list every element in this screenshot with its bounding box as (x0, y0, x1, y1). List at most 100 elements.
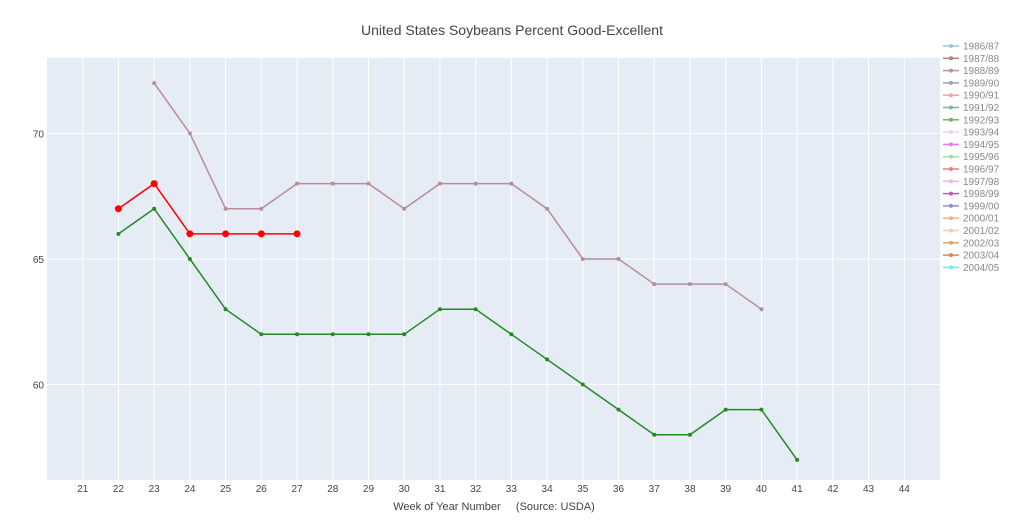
data-point (652, 282, 657, 287)
legend-marker-swatch (949, 142, 953, 147)
legend-marker-swatch (949, 253, 953, 258)
x-tick-label: 36 (613, 484, 625, 495)
data-point (330, 332, 335, 337)
legend-item[interactable]: 1998/99 (943, 189, 1000, 200)
x-tick-label: 33 (506, 484, 518, 495)
data-point (402, 332, 407, 337)
data-point (293, 230, 301, 238)
data-point (152, 206, 157, 211)
legend-item[interactable]: 1990/91 (943, 91, 1000, 102)
legend-marker-swatch (949, 216, 953, 221)
data-point (759, 407, 764, 412)
legend-item[interactable]: 1988/89 (943, 66, 1000, 77)
data-point (616, 256, 621, 261)
legend-item[interactable]: 1991/92 (943, 103, 1000, 114)
legend-marker-swatch (949, 93, 953, 98)
data-point (257, 230, 265, 238)
data-point (545, 357, 550, 362)
legend-label: 2004/05 (963, 263, 1000, 274)
x-tick-label: 40 (756, 484, 768, 495)
legend-item[interactable]: 1989/90 (943, 78, 1000, 89)
legend-label: 1991/92 (963, 103, 1000, 114)
legend-item[interactable]: 1997/98 (943, 177, 1000, 188)
legend-item[interactable]: 2001/02 (943, 226, 1000, 237)
data-point (152, 81, 157, 86)
data-point (652, 432, 657, 437)
legend-label: 1994/95 (963, 140, 1000, 151)
data-point (437, 181, 442, 186)
legend-item[interactable]: 1996/97 (943, 165, 1000, 176)
data-point (187, 131, 192, 136)
series-2 (116, 206, 800, 462)
data-point (723, 282, 728, 287)
data-point (759, 307, 764, 312)
legend-marker-swatch (949, 68, 953, 73)
x-tick-label: 41 (792, 484, 804, 495)
legend-item[interactable]: 1987/88 (943, 54, 1000, 65)
legend-item[interactable]: 2000/01 (943, 214, 1000, 225)
legend-marker-swatch (949, 265, 953, 270)
data-point (150, 180, 158, 188)
data-point (795, 457, 800, 462)
data-point (330, 181, 335, 186)
data-point (580, 382, 585, 387)
data-point (437, 307, 442, 312)
legend-item[interactable]: 1994/95 (943, 140, 1000, 151)
x-tick-label: 24 (184, 484, 196, 495)
legend-label: 1995/96 (963, 152, 1000, 163)
x-tick-label: 29 (363, 484, 375, 495)
data-point (114, 205, 122, 213)
x-tick-label: 26 (256, 484, 268, 495)
data-point (687, 282, 692, 287)
legend-item[interactable]: 2004/05 (943, 263, 1000, 274)
legend-label: 2000/01 (963, 214, 1000, 225)
series-3 (114, 180, 301, 238)
legend-label: 1986/87 (963, 42, 1000, 53)
legend-marker-swatch (949, 191, 953, 196)
legend-label: 2003/04 (963, 251, 1000, 262)
x-tick-label: 38 (684, 484, 696, 495)
series-line (153, 82, 762, 310)
legend-marker-swatch (949, 179, 953, 184)
chart-title: United States Soybeans Percent Good-Exce… (361, 22, 663, 38)
legend-marker-swatch (949, 240, 953, 245)
legend-item[interactable]: 1986/87 (943, 42, 1000, 53)
legend-marker-swatch (949, 203, 953, 208)
data-point (366, 181, 371, 186)
legend-item[interactable]: 1995/96 (943, 152, 1000, 163)
x-tick-label: 42 (827, 484, 839, 495)
legend-label: 1993/94 (963, 128, 1000, 139)
x-tick-label: 23 (149, 484, 161, 495)
legend-item[interactable]: 1993/94 (943, 128, 1000, 139)
x-tick-label: 44 (899, 484, 911, 495)
tick-labels: 21 22 23 24 25 26 27 28 29 30 31 32 33 34 35 36 37 38 39 40… (33, 129, 910, 495)
data-point (580, 256, 585, 261)
legend-item[interactable]: 1999/00 (943, 201, 1000, 212)
legend-label: 1988/89 (963, 66, 1000, 77)
data-point (295, 332, 300, 337)
x-tick-label: 22 (113, 484, 125, 495)
x-tick-label: 28 (327, 484, 339, 495)
legend-item[interactable]: 1992/93 (943, 115, 1000, 126)
legend-label: 1989/90 (963, 78, 1000, 89)
data-point (616, 407, 621, 412)
legend-label: 1996/97 (963, 165, 1000, 176)
series-line (118, 207, 798, 461)
legend-marker-swatch (949, 80, 953, 85)
x-tick-label: 34 (542, 484, 554, 495)
x-tick-label: 35 (577, 484, 589, 495)
x-axis-title: Week of Year Number (Source: USDA) (393, 501, 595, 513)
legend-marker-swatch (949, 56, 953, 61)
x-tick-label: 37 (649, 484, 661, 495)
data-point (259, 206, 264, 211)
data-point (116, 231, 121, 236)
data-point (509, 332, 514, 337)
x-tick-label: 25 (220, 484, 232, 495)
x-tick-label: 31 (434, 484, 446, 495)
legend-item[interactable]: 2003/04 (943, 251, 1000, 262)
legend-label: 1987/88 (963, 54, 1000, 65)
legend-item[interactable]: 2002/03 (943, 238, 1000, 249)
